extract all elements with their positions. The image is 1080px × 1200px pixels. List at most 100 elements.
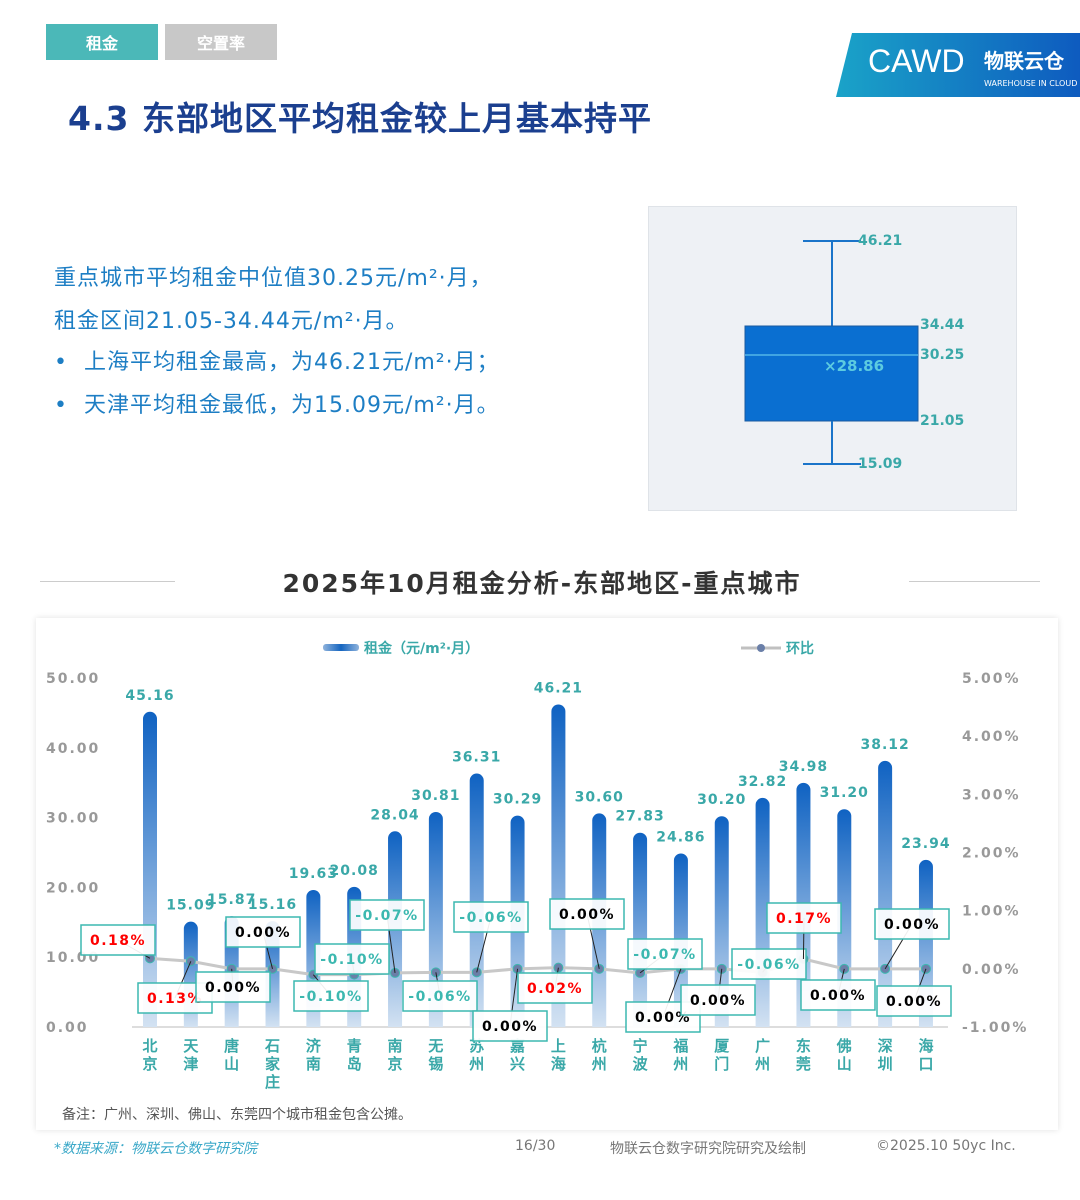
x-category-label: 无 bbox=[427, 1037, 443, 1055]
mom-value-label: 0.00% bbox=[690, 993, 746, 1009]
mom-point-苏州 bbox=[471, 967, 482, 978]
boxplot: 46.21 34.44 30.25 ×28.86 21.05 15.09 bbox=[648, 206, 1017, 511]
x-category-label: 佛 bbox=[836, 1037, 852, 1055]
x-category-label: 海 bbox=[551, 1055, 566, 1073]
chart-panel: 租金（元/m²·月） 环比 0.00 10.00 20.00 30.00 40.00 50.0… bbox=[36, 618, 1058, 1130]
x-category-label: 京 bbox=[142, 1055, 157, 1073]
right-axis-tick: -1.00% bbox=[962, 1020, 1028, 1036]
logo: CAWD 物联云仓 WAREHOUSE IN CLOUD bbox=[836, 33, 1080, 97]
mom-value-label: -0.06% bbox=[459, 910, 522, 926]
mom-label-box bbox=[680, 984, 756, 1016]
left-axis-tick: 40.00 bbox=[46, 741, 100, 757]
mom-label-box bbox=[314, 943, 390, 975]
mom-point-石家庄 bbox=[267, 963, 278, 974]
mom-value-label: 0.00% bbox=[482, 1019, 538, 1035]
mom-label-box bbox=[453, 901, 529, 933]
mom-label-box bbox=[225, 916, 301, 948]
bar-value-label: 15.16 bbox=[248, 897, 297, 913]
median-label: 30.25 bbox=[920, 347, 965, 363]
x-category-label: 济 bbox=[306, 1037, 322, 1055]
mean-label: ×28.86 bbox=[824, 357, 885, 375]
x-category-label: 家 bbox=[265, 1055, 280, 1073]
left-axis-tick: 50.00 bbox=[46, 671, 100, 687]
mom-value-label: 0.00% bbox=[635, 1010, 691, 1026]
mom-label-box bbox=[195, 971, 271, 1003]
mom-value-label: 0.00% bbox=[235, 925, 291, 941]
legend-mom-label: 环比 bbox=[786, 640, 814, 657]
x-category-label: 山 bbox=[837, 1055, 852, 1073]
mom-label-box bbox=[549, 898, 625, 930]
x-category-label: 波 bbox=[633, 1055, 649, 1073]
credit: 物联云仓数字研究院研究及绘制 bbox=[610, 1141, 806, 1157]
x-category-label: 庄 bbox=[265, 1073, 280, 1091]
mom-point-南京 bbox=[390, 967, 401, 978]
bar-深圳 bbox=[878, 760, 893, 1027]
q3-label: 34.44 bbox=[920, 317, 965, 333]
mom-value-label: 0.00% bbox=[810, 988, 866, 1004]
mom-value-label: 0.00% bbox=[205, 980, 261, 996]
x-category-label: 山 bbox=[224, 1055, 239, 1073]
iqr-box bbox=[744, 325, 919, 422]
mom-label-box bbox=[517, 972, 593, 1004]
page-number: 16/30 bbox=[515, 1138, 556, 1154]
mom-value-label: 0.02% bbox=[527, 981, 583, 997]
x-category-label: 广 bbox=[755, 1037, 770, 1055]
mom-label-box bbox=[293, 980, 369, 1012]
max-label: 46.21 bbox=[858, 233, 903, 249]
bar-value-label: 27.83 bbox=[615, 809, 664, 825]
bar-value-label: 19.63 bbox=[289, 866, 338, 882]
bar-苏州 bbox=[469, 773, 484, 1027]
summary-line: 重点城市平均租金中位值30.25元/m²·月， bbox=[54, 266, 493, 291]
data-source: *数据来源：物联云仓数字研究院 bbox=[54, 1141, 257, 1157]
logo-brand: 物联云仓 bbox=[984, 49, 1064, 73]
bar-value-label: 30.81 bbox=[411, 788, 460, 804]
bar-value-label: 30.29 bbox=[493, 792, 542, 808]
right-axis-tick: 4.00% bbox=[962, 729, 1021, 745]
bar-value-label: 34.98 bbox=[779, 759, 828, 775]
right-axis-tick: 2.00% bbox=[962, 846, 1021, 862]
bar-value-label: 36.31 bbox=[452, 750, 501, 766]
bar-value-label: 32.82 bbox=[738, 774, 787, 790]
tab-vacancy[interactable]: 空置率 bbox=[165, 24, 277, 60]
bar-value-label: 20.08 bbox=[330, 863, 379, 879]
left-axis-tick: 30.00 bbox=[46, 811, 100, 827]
x-category-label: 厦 bbox=[714, 1037, 730, 1055]
mom-label-box bbox=[472, 1010, 548, 1042]
mom-value-label: -0.07% bbox=[355, 908, 418, 924]
mom-value-label: 0.13% bbox=[147, 991, 203, 1007]
summary-bullet: • 天津平均租金最低，为15.09元/m²·月。 bbox=[54, 393, 500, 418]
legend-rent-label: 租金（元/m²·月） bbox=[364, 640, 479, 657]
page-title: 4.3 东部地区平均租金较上月基本持平 bbox=[68, 99, 652, 138]
bar-value-label: 15.09 bbox=[166, 898, 215, 914]
summary-line: 上海平均租金最高，为46.21元/m²·月； bbox=[83, 350, 500, 375]
tab-rent[interactable]: 租金 bbox=[46, 24, 158, 60]
x-category-label: 州 bbox=[468, 1055, 484, 1073]
bar-海口 bbox=[918, 859, 933, 1027]
mom-label-box bbox=[800, 979, 876, 1011]
mom-label-box bbox=[731, 948, 807, 980]
x-category-label: 南 bbox=[306, 1055, 321, 1073]
q1-label: 21.05 bbox=[920, 413, 965, 429]
right-axis-tick: 5.00% bbox=[962, 671, 1021, 687]
x-category-label: 州 bbox=[754, 1055, 770, 1073]
mom-value-label: -0.10% bbox=[320, 952, 383, 968]
mom-value-label: 0.17% bbox=[776, 911, 832, 927]
x-category-label: 青 bbox=[347, 1037, 362, 1055]
mom-label-box bbox=[80, 924, 156, 956]
summary-line: 租金区间21.05-34.44元/m²·月。 bbox=[54, 309, 409, 334]
x-category-label: 京 bbox=[388, 1055, 403, 1073]
x-category-label: 州 bbox=[672, 1055, 688, 1073]
x-category-label: 岛 bbox=[347, 1055, 362, 1073]
bar-value-label: 45.16 bbox=[125, 688, 174, 704]
chart-title: 2025年10月租金分析-东部地区-重点城市 bbox=[175, 560, 909, 608]
bar-value-label: 15.87 bbox=[207, 892, 256, 908]
x-category-label: 海 bbox=[918, 1037, 933, 1055]
bar-北京 bbox=[143, 711, 157, 1027]
summary-line: 天津平均租金最低，为15.09元/m²·月。 bbox=[83, 393, 500, 418]
bar-宁波 bbox=[633, 832, 648, 1027]
mom-value-label: -0.07% bbox=[633, 947, 696, 963]
x-category-label: 兴 bbox=[510, 1055, 525, 1073]
logo-cawd: CAWD bbox=[868, 43, 965, 79]
x-category-label: 口 bbox=[918, 1055, 933, 1073]
x-category-label: 唐 bbox=[224, 1037, 239, 1055]
